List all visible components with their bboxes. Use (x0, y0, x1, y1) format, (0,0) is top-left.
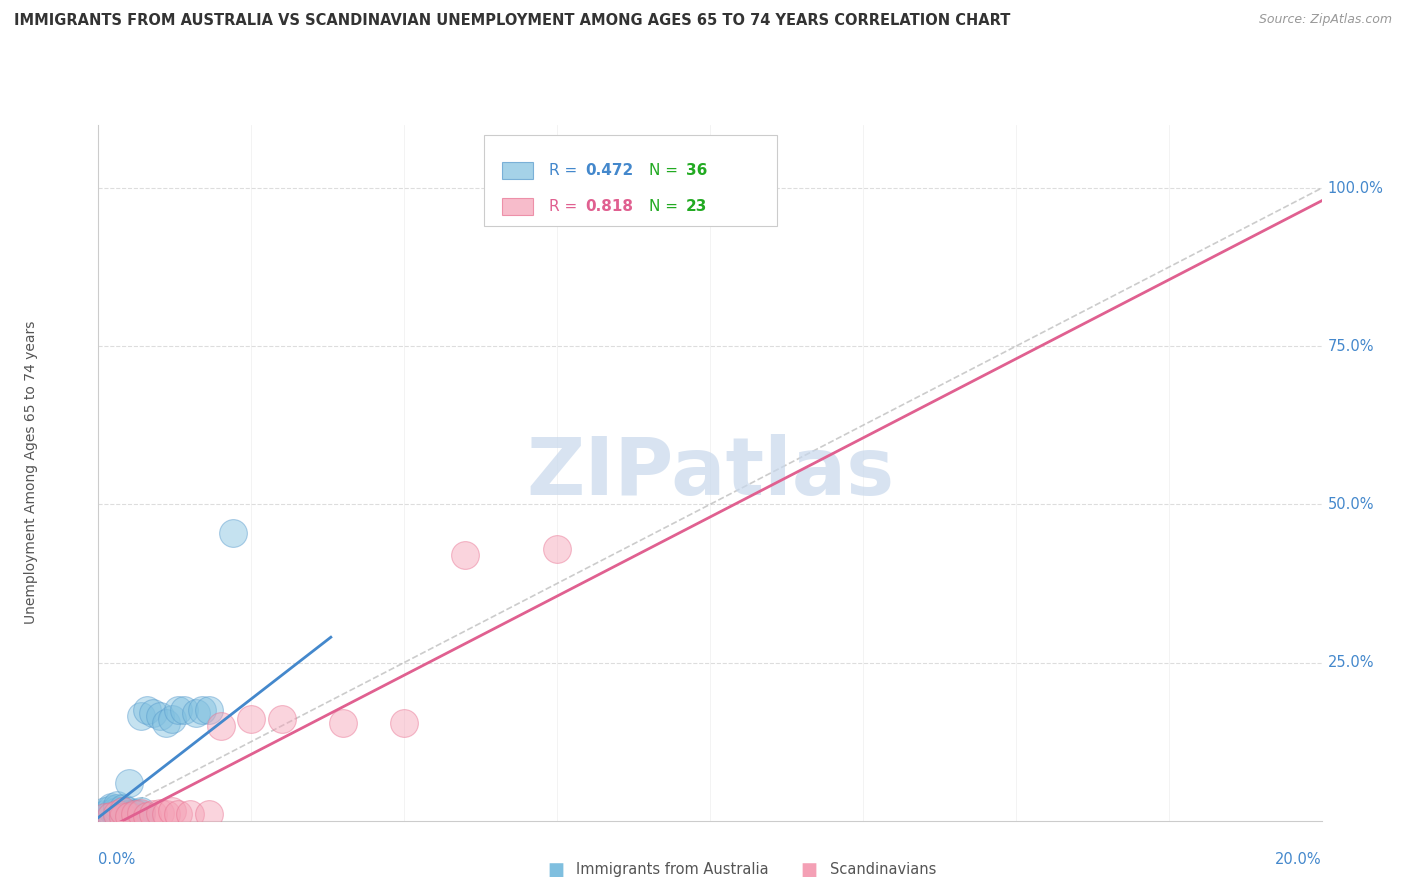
Point (118, 810, 141, 824)
Point (149, 709, 172, 723)
Point (160, 713, 183, 727)
Point (136, 808, 159, 822)
Point (105, 807, 128, 822)
Point (111, 810, 134, 824)
Point (105, 804, 128, 818)
Point (100, 808, 122, 822)
Point (111, 804, 134, 818)
Point (105, 810, 128, 824)
Point (160, 804, 183, 818)
Point (105, 807, 128, 822)
Point (124, 805, 146, 820)
Point (111, 807, 134, 822)
Point (167, 703, 190, 717)
Point (136, 703, 159, 717)
Point (93, 810, 115, 824)
Text: Unemployment Among Ages 65 to 74 years: Unemployment Among Ages 65 to 74 years (24, 321, 38, 624)
Point (142, 807, 165, 822)
Point (270, 713, 292, 727)
Text: 0.818: 0.818 (585, 199, 633, 214)
Text: 23: 23 (686, 199, 707, 214)
Point (392, 715, 416, 730)
Point (222, 525, 245, 540)
Point (155, 807, 177, 822)
Text: IMMIGRANTS FROM AUSTRALIA VS SCANDINAVIAN UNEMPLOYMENT AMONG AGES 65 TO 74 YEARS: IMMIGRANTS FROM AUSTRALIA VS SCANDINAVIA… (14, 13, 1011, 29)
Point (100, 808, 122, 822)
Point (93, 804, 115, 818)
Point (155, 715, 177, 730)
Point (100, 799, 122, 814)
Text: 25.0%: 25.0% (1327, 655, 1374, 670)
Text: 75.0%: 75.0% (1327, 339, 1374, 354)
Point (179, 807, 201, 822)
Point (111, 810, 134, 824)
Point (100, 805, 122, 820)
Point (129, 807, 152, 822)
Text: 36: 36 (686, 163, 707, 178)
Point (111, 804, 134, 818)
Point (124, 808, 146, 822)
Point (149, 805, 172, 820)
FancyBboxPatch shape (502, 161, 533, 179)
Text: ZIPatlas: ZIPatlas (526, 434, 894, 512)
Point (454, 548, 477, 562)
Text: 20.0%: 20.0% (1275, 852, 1322, 867)
FancyBboxPatch shape (502, 198, 533, 215)
Point (209, 719, 232, 733)
Point (173, 703, 195, 717)
Point (240, 713, 263, 727)
Text: 0.472: 0.472 (585, 163, 634, 178)
Point (118, 804, 141, 818)
Point (124, 807, 146, 822)
Text: ■: ■ (800, 861, 817, 879)
Point (197, 807, 219, 822)
Point (118, 808, 141, 822)
Point (197, 703, 219, 717)
Text: N =: N = (648, 163, 683, 178)
Text: ■: ■ (547, 861, 564, 879)
Point (105, 797, 128, 812)
Point (546, 541, 568, 556)
Point (129, 709, 152, 723)
Point (100, 802, 122, 816)
Text: Scandinavians: Scandinavians (830, 863, 936, 877)
Text: R =: R = (548, 199, 582, 214)
Point (129, 804, 152, 818)
Text: Source: ZipAtlas.com: Source: ZipAtlas.com (1258, 13, 1392, 27)
Point (118, 775, 141, 789)
Point (332, 715, 354, 730)
Point (167, 807, 190, 822)
FancyBboxPatch shape (484, 136, 778, 226)
Point (142, 706, 165, 720)
Point (111, 801, 134, 815)
Point (186, 706, 208, 720)
Text: 100.0%: 100.0% (1327, 181, 1384, 195)
Text: 50.0%: 50.0% (1327, 497, 1374, 512)
Text: 0.0%: 0.0% (98, 852, 135, 867)
Point (93, 807, 115, 822)
Point (93, 810, 115, 824)
Point (191, 703, 214, 717)
Text: Immigrants from Australia: Immigrants from Australia (576, 863, 769, 877)
Text: R =: R = (548, 163, 582, 178)
Point (118, 807, 141, 822)
Point (105, 801, 128, 815)
Point (129, 805, 152, 820)
Text: N =: N = (648, 199, 683, 214)
